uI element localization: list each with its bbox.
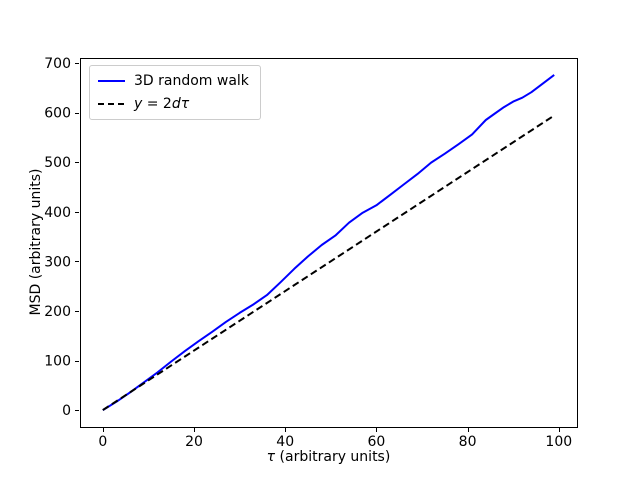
x-tick-label: 20 xyxy=(185,434,203,450)
x-tick-label: 60 xyxy=(367,434,385,450)
legend-label-text-segment: = 2 xyxy=(142,96,172,112)
legend-label-math-segment: τ xyxy=(180,96,190,112)
legend-label-text-segment: 3D random walk xyxy=(134,73,249,89)
y-tick-label: 100 xyxy=(44,354,71,370)
series-line-random-walk xyxy=(102,74,555,411)
y-tick-label: 300 xyxy=(44,254,71,270)
x-axis-label: τ (arbitrary units) xyxy=(80,448,577,466)
y-axis-label: MSD (arbitrary units) xyxy=(28,168,44,316)
y-tick-label: 600 xyxy=(44,106,71,122)
x-tick-label: 100 xyxy=(545,434,572,450)
series-line-reference xyxy=(102,114,555,411)
x-axis-label-math: τ xyxy=(266,449,276,465)
y-tick-label: 400 xyxy=(44,205,71,221)
x-axis-label-rest: (arbitrary units) xyxy=(275,449,391,465)
legend-label-math-segment: d xyxy=(171,96,181,112)
legend-item: y = 2dτ xyxy=(98,95,249,113)
y-tick-label: 200 xyxy=(44,304,71,320)
legend-item-label: 3D random walk xyxy=(134,73,249,89)
legend-item-label: y = 2dτ xyxy=(134,96,189,112)
legend: 3D random walk y = 2dτ xyxy=(89,65,261,120)
plot-frame xyxy=(80,58,578,428)
legend-solid-line-sample xyxy=(98,80,125,82)
y-tick-label: 500 xyxy=(44,155,71,171)
legend-dashed-line-sample xyxy=(98,103,125,105)
x-tick-label: 40 xyxy=(276,434,294,450)
y-tick-label: 0 xyxy=(62,403,71,419)
x-tick-label: 80 xyxy=(459,434,477,450)
x-tick-label: 0 xyxy=(98,434,107,450)
legend-label-math-segment: y xyxy=(134,96,143,112)
legend-item: 3D random walk xyxy=(98,72,249,90)
y-tick-label: 700 xyxy=(44,56,71,72)
